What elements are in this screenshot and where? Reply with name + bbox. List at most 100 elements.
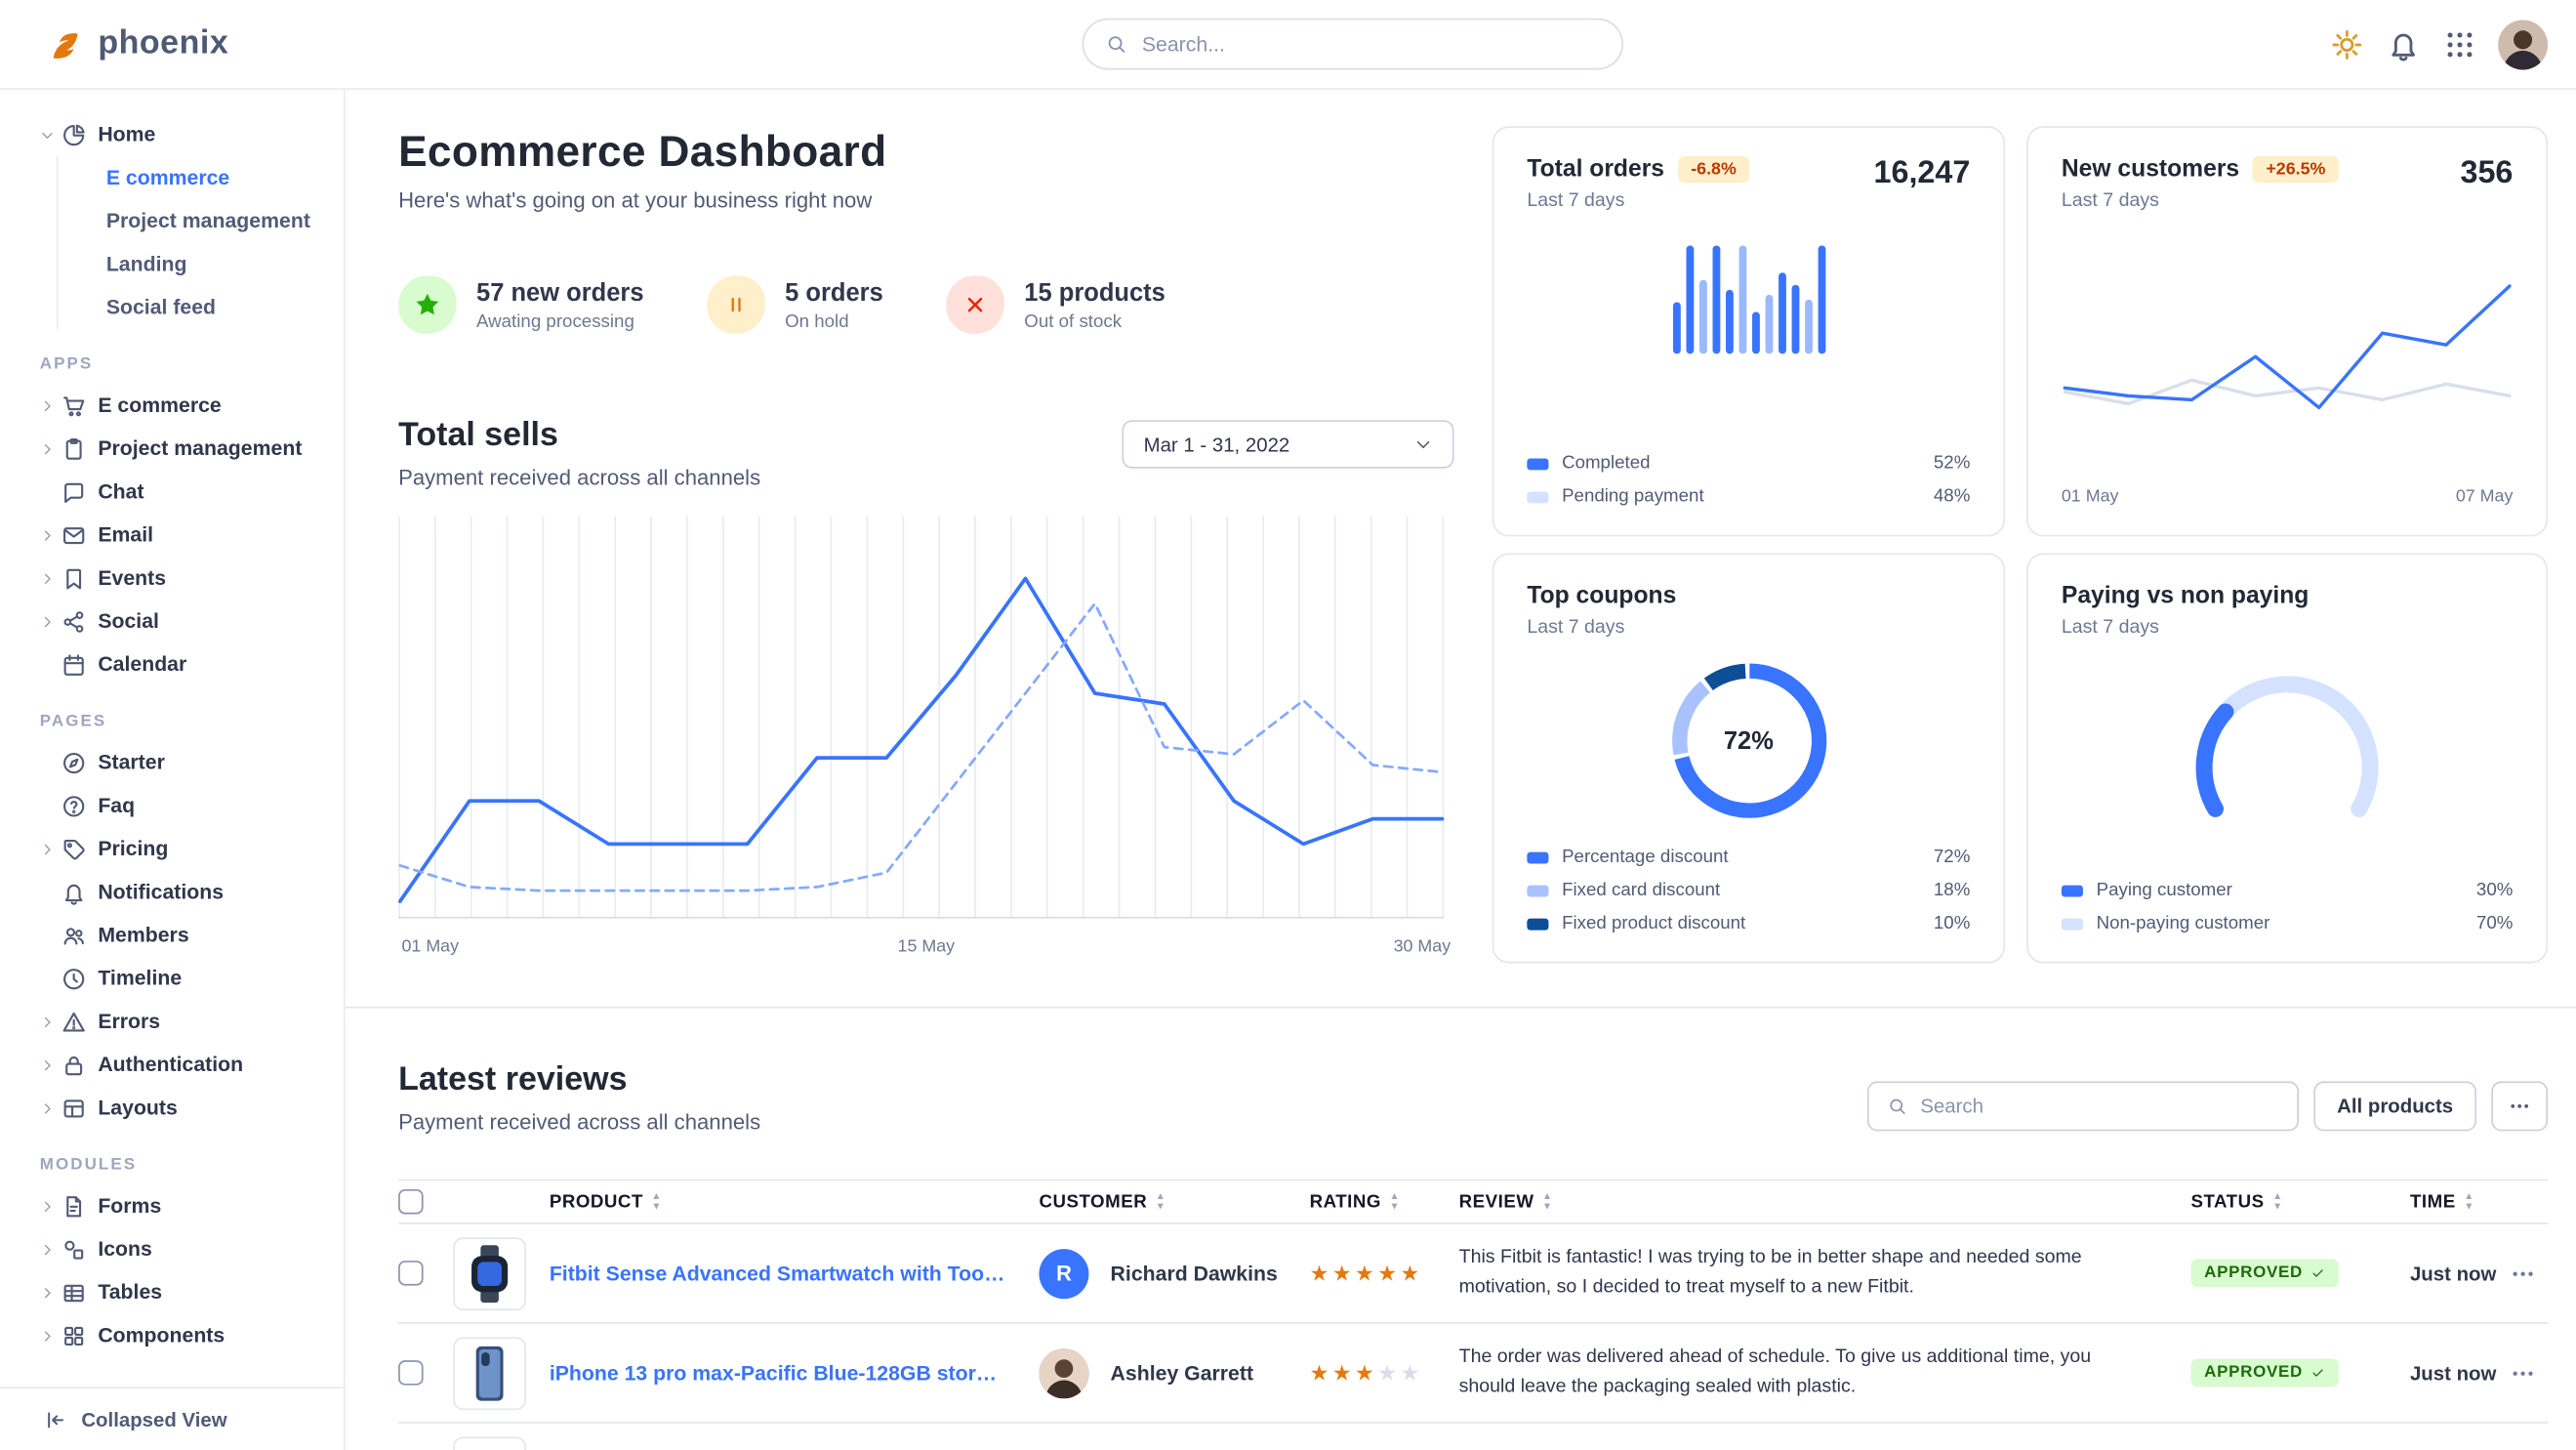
column-header-time[interactable]: TIME xyxy=(2410,1191,2510,1211)
global-search[interactable] xyxy=(1082,18,1623,70)
sidebar-subitem-landing[interactable]: Landing xyxy=(105,252,187,276)
customer-avatar[interactable] xyxy=(1039,1347,1089,1398)
legend-item-completed: Completed 52% xyxy=(1527,453,1970,474)
review-text: The order was delivered ahead of schedul… xyxy=(1458,1346,2092,1396)
tag-icon xyxy=(61,836,87,861)
apps-menu-button[interactable] xyxy=(2441,25,2477,62)
sidebar-item-notifications[interactable]: Notifications xyxy=(0,870,334,913)
sort-icon[interactable] xyxy=(1542,1191,1553,1211)
column-header-product[interactable]: PRODUCT xyxy=(550,1191,1040,1211)
sort-icon[interactable] xyxy=(1389,1191,1400,1211)
all-products-filter-button[interactable]: All products xyxy=(2313,1081,2476,1132)
column-header-status[interactable]: STATUS xyxy=(2191,1191,2410,1211)
sidebar-item-home[interactable]: Home xyxy=(0,113,334,156)
sidebar-item-timeline[interactable]: Timeline xyxy=(0,957,334,1000)
column-header-rating[interactable]: RATING xyxy=(1310,1191,1459,1211)
dashboard-left-column: Ecommerce Dashboard Here's what's going … xyxy=(397,126,1454,963)
sidebar-item-pricing[interactable]: Pricing xyxy=(0,827,334,870)
sidebar-item-e-commerce[interactable]: E commerce xyxy=(0,384,334,427)
collapse-view-button[interactable]: Collapsed View xyxy=(0,1387,344,1450)
sidebar-item-layouts[interactable]: Layouts xyxy=(0,1086,334,1129)
row-actions-button[interactable] xyxy=(2510,1359,2536,1386)
row-checkbox[interactable] xyxy=(398,1261,424,1286)
top-coupons-card: Top coupons Last 7 days 72% Percentage d… xyxy=(1492,553,2006,964)
column-label: REVIEW xyxy=(1459,1191,1553,1211)
notifications-button[interactable] xyxy=(2385,25,2421,62)
sidebar-section-pages: PAGES xyxy=(39,712,107,731)
sidebar-item-chat[interactable]: Chat xyxy=(0,470,334,513)
legend-value: 48% xyxy=(1933,486,1971,507)
latest-reviews-section: Latest reviews Payment received across a… xyxy=(345,1006,2576,1450)
user-avatar[interactable] xyxy=(2498,19,2549,69)
top-coupons-donut: 72% xyxy=(1665,658,1831,824)
sidebar-item-starter[interactable]: Starter xyxy=(0,741,334,784)
sidebar-item-faq[interactable]: Faq xyxy=(0,784,334,827)
sidebar-subitem-project-management[interactable]: Project management xyxy=(105,209,310,233)
collapse-view-label: Collapsed View xyxy=(81,1407,227,1431)
grid-icon xyxy=(2443,27,2476,61)
reviews-more-button[interactable] xyxy=(2491,1081,2549,1132)
product-image[interactable] xyxy=(453,1336,527,1410)
total-sells-subtitle: Payment received across all channels xyxy=(398,465,761,490)
lock-icon xyxy=(61,1053,87,1078)
legend-swatch xyxy=(1527,850,1549,863)
customer-name: Richard Dawkins xyxy=(1110,1261,1278,1285)
row-actions-button[interactable] xyxy=(2510,1260,2536,1286)
sidebar-item-forms[interactable]: Forms xyxy=(0,1184,334,1227)
row-checkbox[interactable] xyxy=(398,1360,424,1386)
sidebar-item-calendar[interactable]: Calendar xyxy=(0,642,334,685)
alert-icon xyxy=(61,1009,87,1034)
new-customers-x-axis: 01 May 07 May xyxy=(2062,486,2514,506)
sidebar-item-errors[interactable]: Errors xyxy=(0,1000,334,1043)
table-row: Fitbit Sense Advanced Smartwatch with To… xyxy=(398,1224,2549,1324)
column-header-customer[interactable]: CUSTOMER xyxy=(1039,1191,1309,1211)
column-header-review[interactable]: REVIEW xyxy=(1459,1191,2191,1211)
sidebar-subitem-e-commerce[interactable]: E commerce xyxy=(105,166,230,189)
product-image[interactable] xyxy=(453,1236,527,1310)
top-coupons-title: Top coupons xyxy=(1527,583,1677,610)
sidebar-item-email[interactable]: Email xyxy=(0,514,334,557)
product-image[interactable] xyxy=(453,1435,527,1450)
date-range-select[interactable]: Mar 1 - 31, 2022 xyxy=(1122,420,1454,469)
new-customers-period: Last 7 days xyxy=(2061,190,2159,212)
total-sells-x-axis: 01 May 15 May 30 May xyxy=(398,936,1453,956)
sidebar-item-social[interactable]: Social xyxy=(0,600,334,642)
sidebar-item-events[interactable]: Events xyxy=(0,557,334,600)
reviews-search-input[interactable] xyxy=(1920,1094,2279,1118)
customer-avatar[interactable]: R xyxy=(1039,1248,1089,1299)
date-range-value: Mar 1 - 31, 2022 xyxy=(1143,433,1290,456)
sidebar-item-icons[interactable]: Icons xyxy=(0,1227,334,1270)
sidebar-subitem-social-feed[interactable]: Social feed xyxy=(105,295,217,319)
legend-swatch xyxy=(1527,490,1549,503)
sidebar-item-components[interactable]: Components xyxy=(0,1314,334,1357)
reviews-search[interactable] xyxy=(1866,1081,2300,1132)
paying-legend: Paying customer 30% Non-paying customer 70% xyxy=(2061,867,2513,933)
sort-icon[interactable] xyxy=(651,1191,662,1211)
total-orders-badge: -6.8% xyxy=(1677,155,1750,184)
sidebar-item-authentication[interactable]: Authentication xyxy=(0,1043,334,1086)
product-link[interactable]: iPhone 13 pro max-Pacific Blue-128GB sto… xyxy=(549,1360,1012,1385)
theme-toggle-button[interactable] xyxy=(2329,25,2365,62)
sidebar-item-label: E commerce xyxy=(98,394,222,417)
search-input[interactable] xyxy=(1141,32,1601,56)
total-orders-period: Last 7 days xyxy=(1527,190,1625,212)
sidebar-item-members[interactable]: Members xyxy=(0,914,334,957)
select-all-checkbox[interactable] xyxy=(398,1188,424,1215)
brand-logo[interactable]: phoenix xyxy=(45,24,228,64)
sidebar-item-tables[interactable]: Tables xyxy=(0,1270,334,1313)
reviews-title: Latest reviews xyxy=(398,1060,628,1098)
caret-spacer xyxy=(40,755,61,769)
sort-icon[interactable] xyxy=(1156,1191,1166,1211)
sidebar-item-label: Members xyxy=(98,923,189,947)
sort-icon[interactable] xyxy=(2272,1191,2283,1211)
total-orders-value: 16,247 xyxy=(1873,155,1971,191)
kpi-cards-grid: Total orders -6.8% Last 7 days 16,247 Co… xyxy=(1492,126,2549,964)
new-customers-card: New customers +26.5% Last 7 days 356 01 … xyxy=(2026,126,2549,537)
reviews-table-body: Fitbit Sense Advanced Smartwatch with To… xyxy=(398,1224,2549,1450)
file-icon xyxy=(61,1193,87,1219)
sort-icon[interactable] xyxy=(2464,1191,2474,1211)
sidebar-item-project-management[interactable]: Project management xyxy=(0,427,334,470)
chevron-right-icon xyxy=(40,527,61,542)
product-link[interactable]: Fitbit Sense Advanced Smartwatch with To… xyxy=(549,1261,1040,1285)
